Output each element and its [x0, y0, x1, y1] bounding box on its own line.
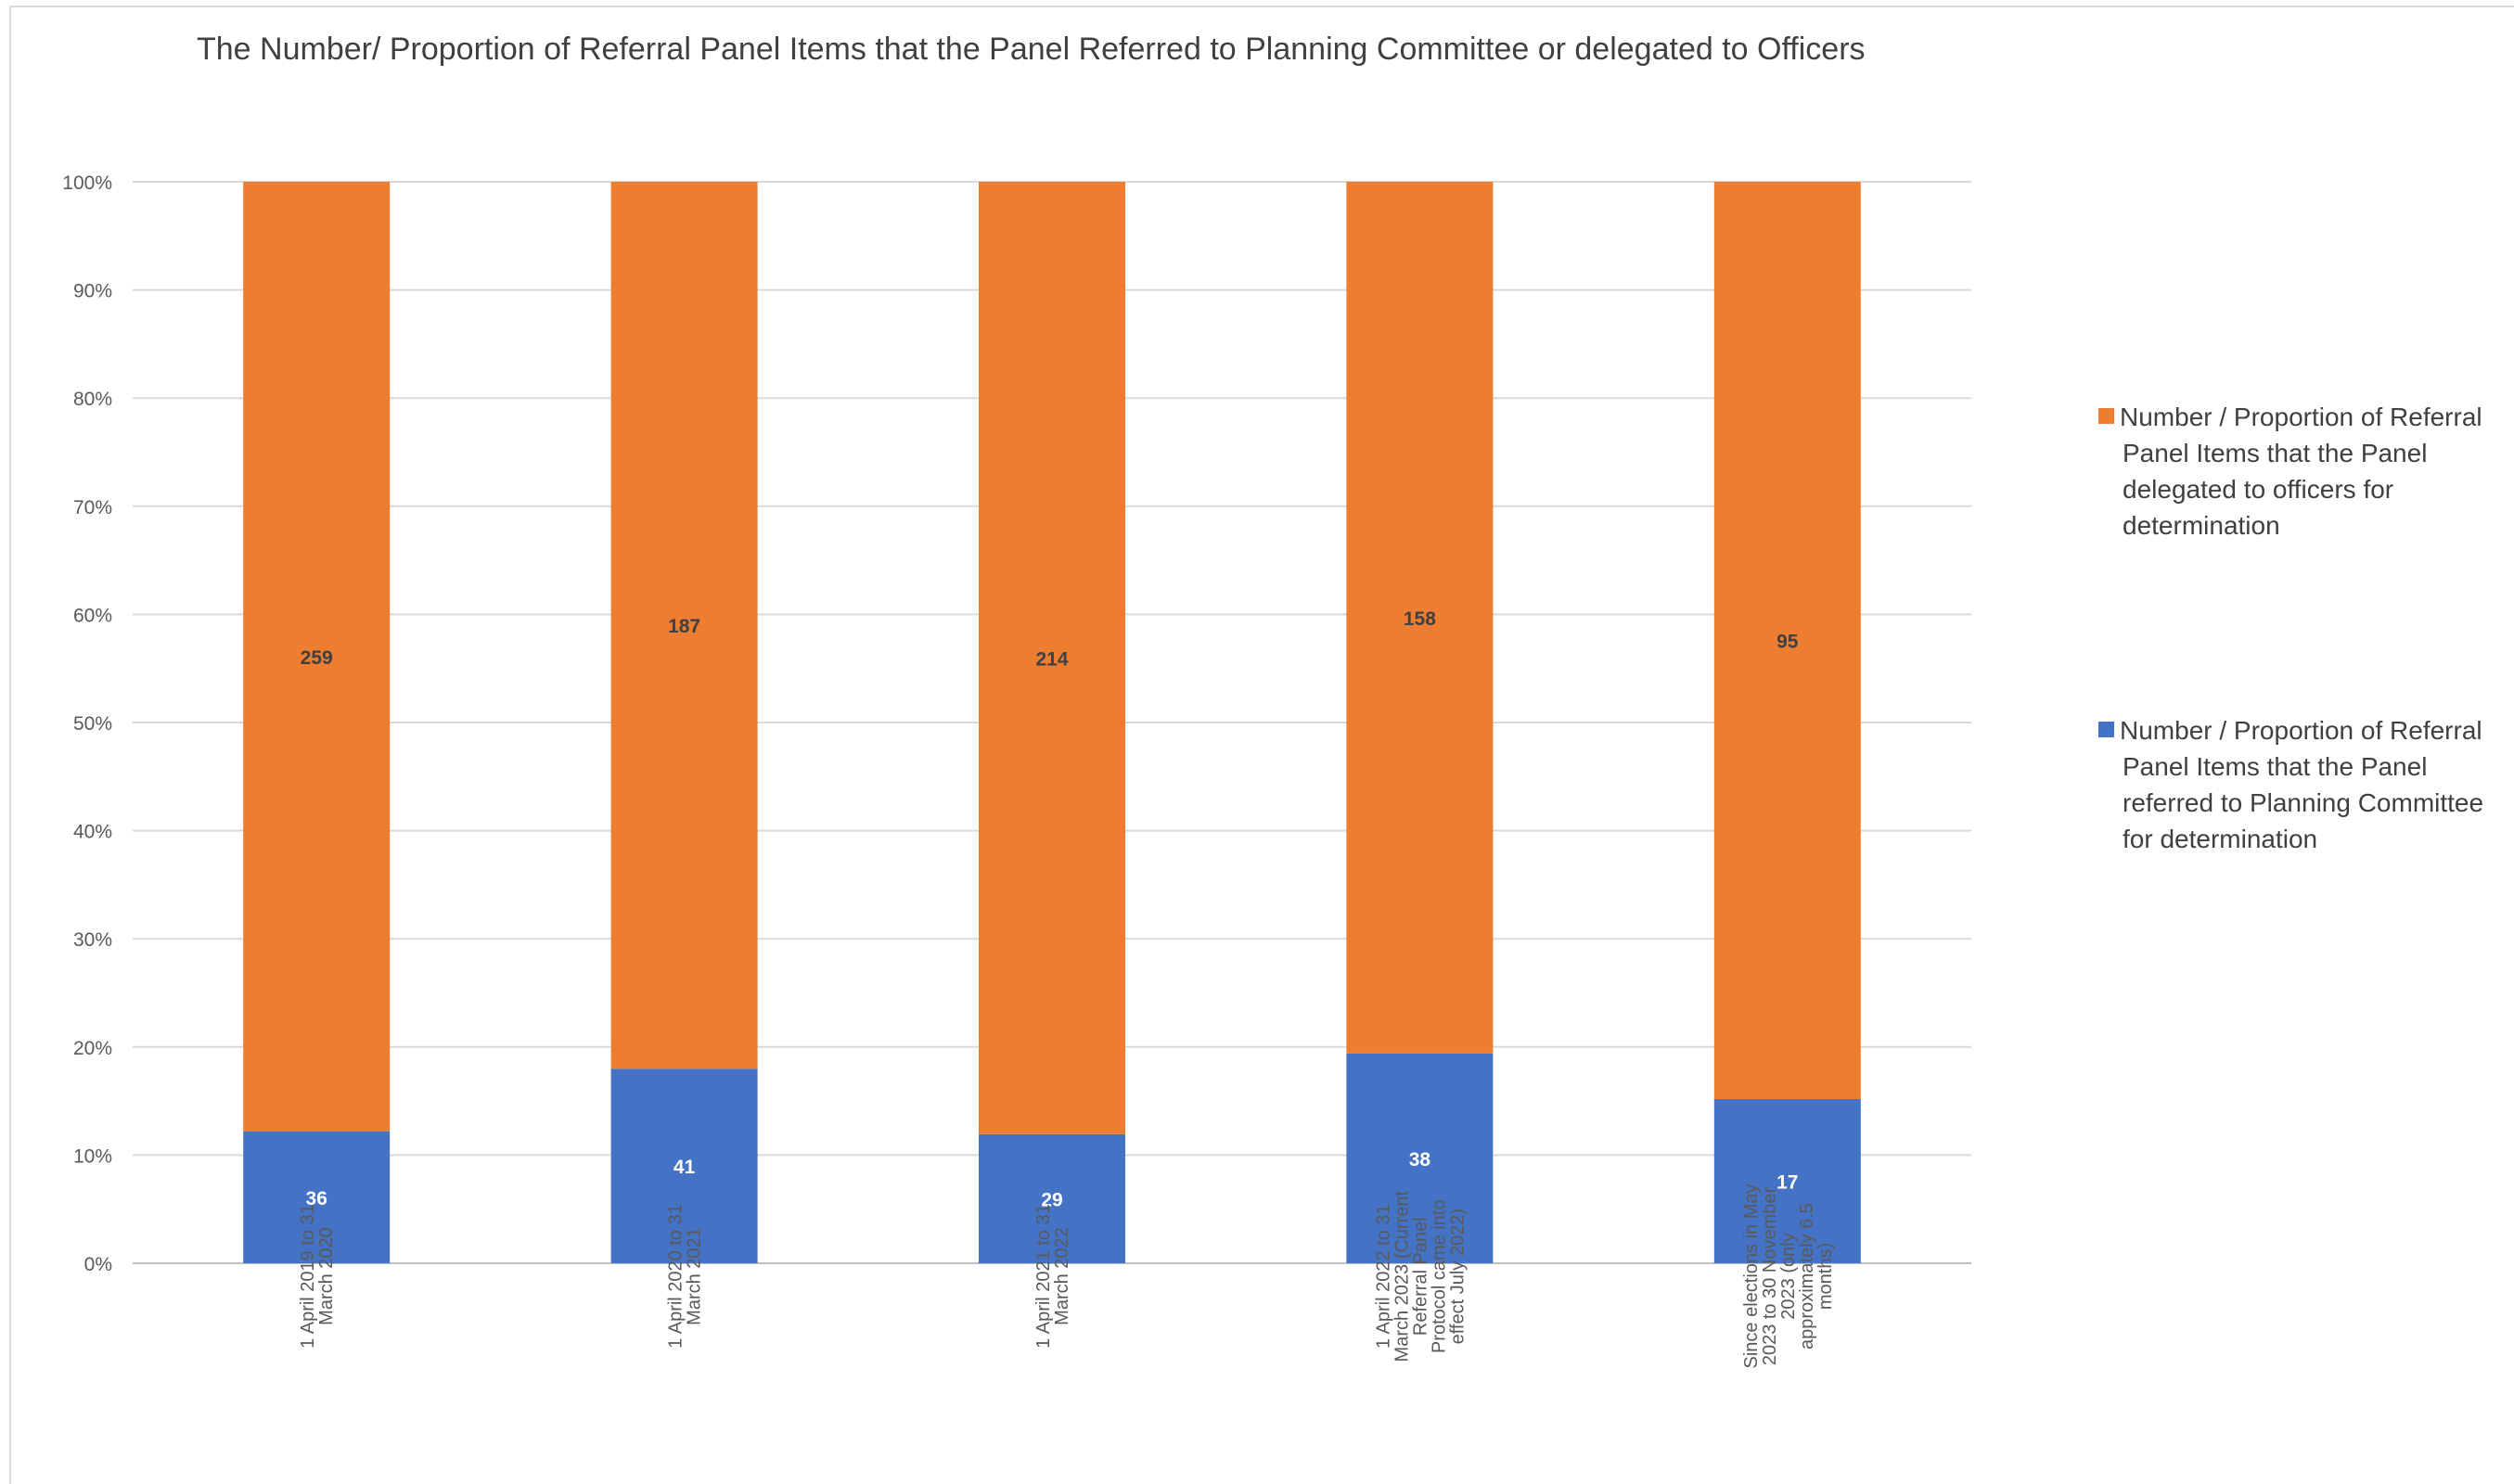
x-tick-label-line: March 2022: [1052, 1227, 1072, 1325]
data-label-delegated: 158: [1404, 608, 1436, 630]
x-tick-label-line: effect July 2022): [1447, 1209, 1468, 1344]
y-tick-label: 60%: [73, 605, 112, 626]
x-tick-label-line: 2023 (only: [1778, 1233, 1799, 1319]
data-label-referred: 36: [306, 1188, 327, 1209]
bar-segment-referred: [610, 1068, 758, 1263]
y-tick-label: 70%: [73, 497, 112, 518]
data-label-delegated: 95: [1776, 632, 1799, 653]
y-tick-label: 20%: [73, 1038, 112, 1059]
y-tick-label: 80%: [73, 389, 112, 410]
legend-label-referred: Number / Proportion of Referral Panel It…: [2120, 716, 2484, 853]
y-tick-label: 100%: [62, 173, 112, 194]
x-tick-label-line: 1 April 2022 to 31: [1373, 1204, 1393, 1349]
chart-title: The Number/ Proportion of Referral Panel…: [197, 32, 1866, 67]
x-tick-label: 1 April 2022 to 31March 2023 (CurrentRef…: [1373, 1191, 1468, 1362]
x-tick-label: 1 April 2019 to 31March 2020: [298, 1204, 337, 1349]
bar-segment-delegated: [979, 182, 1125, 1134]
x-tick-label-line: 2023 to 30 November: [1760, 1186, 1780, 1365]
data-label-delegated: 214: [1035, 648, 1068, 670]
bar-segment-referred: [243, 1131, 391, 1263]
legend-swatch-delegated: [2098, 408, 2114, 424]
bar-segment-referred: [1346, 1053, 1494, 1263]
bar-segment-referred: [1713, 1099, 1861, 1263]
y-tick-label: 0%: [84, 1254, 112, 1275]
legend-label-delegated: Number / Proportion of Referral Panel It…: [2120, 403, 2482, 540]
x-tick-label-line: months): [1815, 1243, 1836, 1310]
x-tick-label-line: 1 April 2019 to 31: [298, 1204, 318, 1349]
x-tick-label: 1 April 2020 to 31March 2021: [666, 1204, 705, 1349]
legend-item-referred: Number / Proportion of Referral Panel It…: [2098, 712, 2497, 857]
x-tick-label-line: Since elections in May: [1741, 1184, 1762, 1369]
x-tick-label-line: March 2020: [316, 1227, 337, 1325]
x-tick-label: Since elections in May2023 to 30 Novembe…: [1741, 1184, 1836, 1369]
bar-segment-referred: [979, 1133, 1125, 1263]
bar-segment-delegated: [1346, 182, 1494, 1054]
y-tick-label: 40%: [73, 822, 112, 843]
data-label-referred: 41: [673, 1157, 696, 1178]
x-tick-label-line: March 2023 (Current: [1392, 1191, 1412, 1362]
x-tick-label-line: Protocol came into: [1429, 1199, 1449, 1353]
y-tick-label: 10%: [73, 1145, 112, 1167]
bar-segment-delegated: [610, 182, 758, 1069]
legend-item-delegated: Number / Proportion of Referral Panel It…: [2098, 399, 2497, 544]
x-tick-label-line: 1 April 2021 to 31: [1033, 1204, 1054, 1349]
data-label-delegated: 259: [301, 647, 333, 669]
y-tick-label: 90%: [73, 281, 112, 302]
x-tick-label-line: 1 April 2020 to 31: [666, 1204, 686, 1349]
x-tick-label-line: Referral Panel: [1410, 1217, 1430, 1336]
legend-swatch-referred: [2098, 722, 2114, 737]
x-tick-label: 1 April 2021 to 31March 2022: [1033, 1204, 1072, 1349]
data-label-referred: 29: [1041, 1189, 1062, 1210]
x-tick-label-line: March 2021: [685, 1227, 705, 1325]
y-tick-label: 50%: [73, 713, 112, 735]
bar-segment-delegated: [1713, 182, 1861, 1100]
bar-segment-delegated: [243, 182, 391, 1132]
chart-frame: [9, 6, 2514, 1484]
data-label-referred: 38: [1409, 1149, 1431, 1171]
data-label-referred: 17: [1776, 1172, 1798, 1194]
x-tick-label-line: approximately 6.5: [1797, 1203, 1817, 1350]
data-label-delegated: 187: [668, 616, 700, 637]
y-tick-label: 30%: [73, 929, 112, 951]
